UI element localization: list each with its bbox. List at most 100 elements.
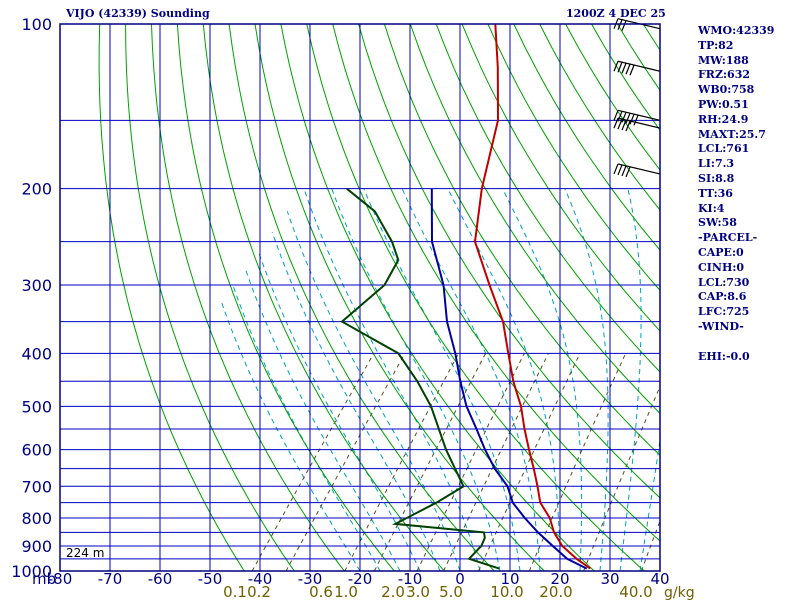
dry-adiabat (280, 24, 595, 571)
index-item: LFC:725 (698, 305, 750, 319)
index-item: CAPE:0 (698, 245, 744, 259)
y-tick-label: 900 (21, 537, 52, 556)
moist-adiabat (286, 211, 461, 571)
y-tick-label: 600 (21, 441, 52, 460)
index-item: -WIND- (698, 319, 744, 333)
index-item (698, 335, 798, 350)
moist-adiabat (639, 436, 660, 571)
x-tick-label: -80 (48, 570, 73, 588)
index-item: TT:36 (698, 186, 733, 200)
x-tick-label: 30 (600, 570, 619, 588)
x-tick-label: -20 (348, 570, 373, 588)
index-item: -PARCEL- (698, 231, 758, 245)
mixing-ratio-line (344, 353, 460, 571)
indices-panel: WMO:42339 TP:82 MW:188 FRZ:632 WB0:758 PW:0.5… (698, 24, 798, 364)
mixing-ratio-label: 0.2 (247, 583, 271, 600)
index-item: LI:7.3 (698, 157, 735, 171)
mixing-ratio-label: 10.0 (490, 583, 523, 600)
plot-frame (59, 23, 661, 572)
moist-adiabat (502, 188, 583, 571)
index-item: LCL:730 (698, 275, 750, 289)
mixing-ratio-label: 40.0 (619, 583, 652, 600)
index-item: CINH:0 (698, 260, 745, 274)
x-tick-label: 20 (550, 570, 569, 588)
dry-adiabat (228, 24, 495, 571)
index-item: TP:82 (698, 38, 734, 52)
mixing-ratio-line (285, 353, 406, 571)
index-item: PW:0.51 (698, 97, 749, 111)
moist-adiabat (220, 300, 361, 571)
x-tick-label: -50 (198, 570, 223, 588)
chart-datetime: 1200Z 4 DEC 25 (566, 7, 666, 20)
index-item: SI:8.8 (698, 171, 735, 185)
y-tick-label: 200 (21, 180, 52, 199)
dry-adiabat (151, 24, 345, 571)
y-tick-label: 500 (21, 397, 52, 416)
mixing-ratio-label: 0.6 (309, 583, 333, 600)
index-item: WMO:42339 (698, 24, 775, 37)
index-item: EHI:-0.0 (698, 349, 750, 363)
mixing-ratio-label: 5.0 (439, 583, 463, 600)
parcel-line (430, 188, 588, 570)
dry-adiabat (202, 24, 445, 571)
y-tick-label: 400 (21, 344, 52, 363)
y-tick-label: 700 (21, 477, 52, 496)
index-item: SW:58 (698, 216, 737, 230)
y-axis-label: mb (32, 570, 56, 588)
wind-barbs (613, 18, 661, 178)
mixing-ratio-line (640, 519, 660, 571)
wind-barb (613, 117, 661, 132)
dry-adiabats (98, 24, 660, 571)
mixing-ratio-line (373, 353, 487, 571)
wind-barb (613, 163, 661, 178)
wind-barb (613, 109, 661, 126)
index-item: LCL:761 (698, 142, 750, 156)
x-tick-label: 10 (500, 570, 519, 588)
dry-adiabat (358, 24, 660, 499)
surface-height-label: 224 m (66, 546, 104, 560)
mixing-ratio-label: 1.0 (334, 583, 358, 600)
moist-adiabat (244, 268, 401, 571)
x-tick-label: 40 (650, 570, 669, 588)
x-tick-label: -70 (98, 570, 123, 588)
dry-adiabat (254, 24, 545, 571)
temperature-line (473, 24, 591, 570)
x-tick-label: -60 (148, 570, 173, 588)
moist-adiabat (363, 188, 521, 571)
moist-adiabat (401, 188, 541, 571)
mixing-ratio-lines (251, 353, 660, 571)
isobar-isotherm-grid (60, 24, 660, 571)
index-item: MW:188 (698, 53, 749, 67)
mixing-ratio-unit: g/kg (664, 585, 695, 600)
mixing-ratio-label: 0.1 (223, 583, 247, 600)
mixing-ratio-label: 20.0 (539, 583, 572, 600)
dry-adiabat (98, 24, 245, 571)
chart-title: VIJO (42339) Sounding (66, 7, 210, 20)
y-tick-label: 300 (21, 276, 52, 295)
mixing-ratio-line (478, 353, 581, 571)
x-tick-label: -40 (248, 570, 273, 588)
index-item: CAP:8.6 (698, 290, 747, 304)
mixing-ratio-label: 2.0 (381, 583, 405, 600)
mixing-ratio-line (583, 385, 660, 571)
y-tick-label: 1000 (11, 562, 52, 581)
index-item: MAXT:25.7 (698, 127, 766, 141)
moist-adiabat (447, 188, 561, 571)
sounding-profiles (340, 24, 591, 570)
dewpoint-line (340, 187, 500, 570)
dry-adiabat (332, 24, 660, 542)
index-item: WB0:758 (698, 83, 755, 97)
moist-adiabat (232, 284, 381, 571)
index-item: KI:4 (698, 201, 725, 215)
x-tick-label: 0 (455, 570, 465, 588)
x-tick-label: -10 (398, 570, 423, 588)
moist-adiabat (564, 188, 609, 571)
index-item: RH:24.9 (698, 112, 749, 126)
mixing-ratio-label: 3.0 (406, 583, 430, 600)
y-tick-label: 800 (21, 509, 52, 528)
x-tick-label: -30 (298, 570, 323, 588)
moist-adiabat (271, 231, 441, 571)
wind-barb (613, 60, 661, 76)
